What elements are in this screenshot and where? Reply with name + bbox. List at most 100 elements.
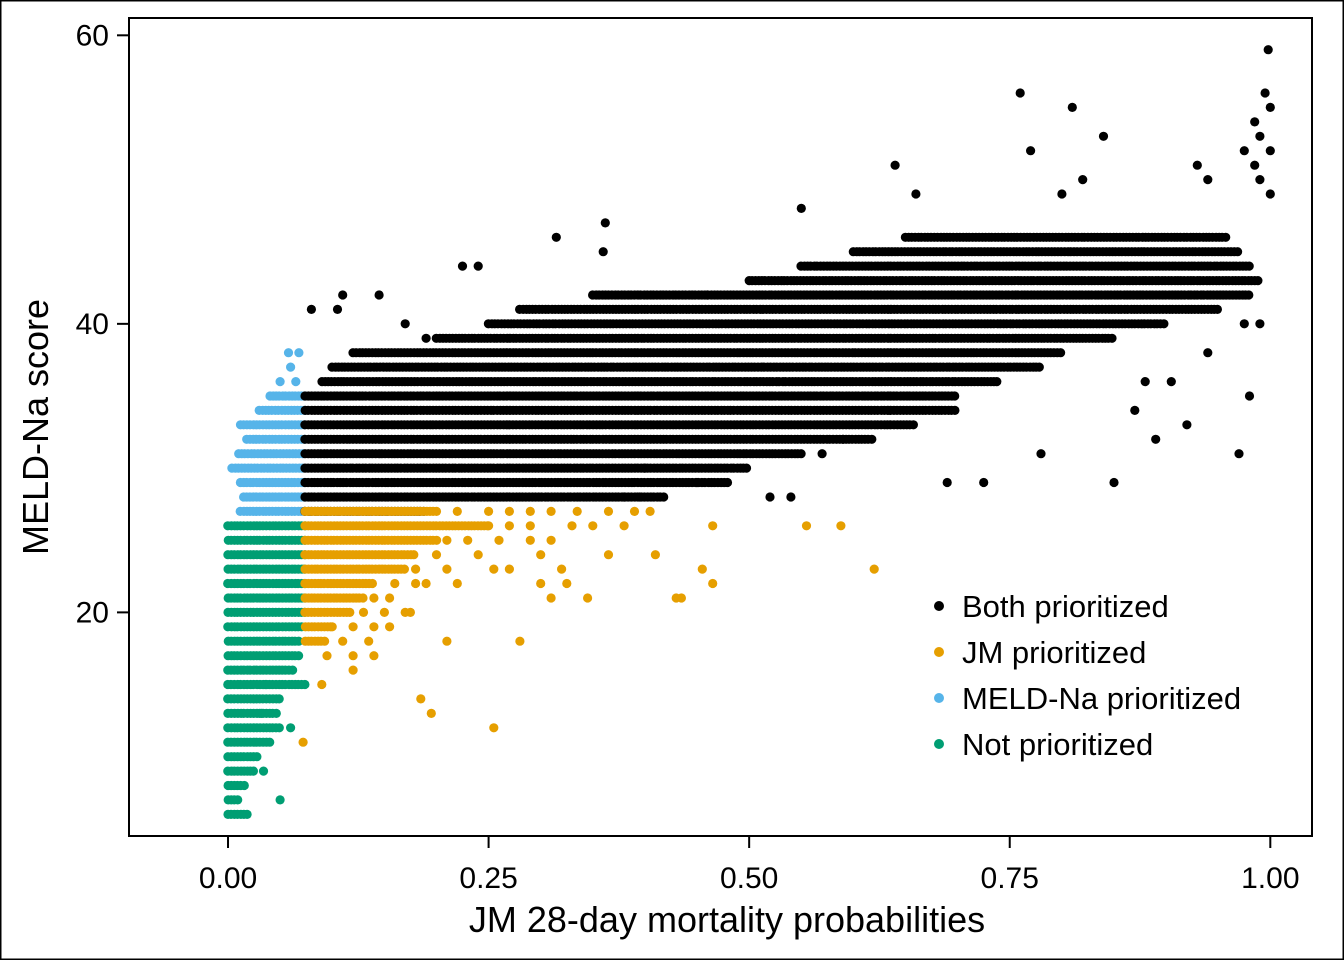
data-point: [1265, 189, 1275, 199]
legend-label: JM prioritized: [962, 635, 1146, 670]
data-point: [546, 506, 556, 516]
data-point: [489, 564, 499, 574]
data-point: [431, 550, 442, 560]
data-point: [645, 506, 655, 516]
band-point: [431, 506, 442, 516]
x-tick-label: 1.00: [1241, 862, 1299, 895]
data-point: [275, 795, 285, 805]
data-point: [600, 218, 610, 228]
legend-marker: [934, 739, 944, 749]
data-point: [567, 521, 577, 531]
data-point: [692, 477, 702, 488]
band-point: [950, 391, 960, 401]
data-point: [708, 521, 718, 531]
band-point: [992, 377, 1002, 387]
data-point: [452, 578, 462, 589]
legend-marker: [934, 601, 944, 611]
band-point: [274, 694, 284, 704]
data-point: [364, 636, 374, 646]
data-point: [332, 304, 343, 314]
data-point: [546, 593, 556, 603]
data-point: [603, 506, 614, 516]
band-point: [345, 607, 355, 618]
data-point: [1166, 377, 1176, 387]
data-point: [838, 434, 848, 444]
data-point: [260, 679, 271, 690]
data-point: [426, 708, 436, 719]
data-point: [650, 550, 661, 560]
data-point: [405, 607, 415, 618]
band-point: [1056, 348, 1066, 358]
data-point: [1239, 319, 1249, 329]
band-point: [741, 463, 752, 473]
data-point: [1130, 405, 1140, 415]
x-tick-label: 0.25: [459, 862, 517, 895]
data-point: [765, 492, 775, 502]
data-point: [504, 564, 514, 574]
data-point: [640, 463, 650, 473]
data-point: [369, 622, 379, 632]
data-point: [1239, 146, 1249, 156]
band-point: [659, 492, 669, 502]
data-point: [603, 550, 614, 560]
data-point: [390, 578, 400, 589]
data-point: [327, 622, 337, 632]
data-point: [786, 492, 796, 502]
band-point: [271, 708, 281, 719]
data-point: [525, 535, 535, 545]
data-point: [256, 708, 266, 719]
data-point: [1255, 319, 1265, 329]
data-point: [942, 477, 952, 488]
data-point: [473, 550, 483, 560]
data-point: [463, 535, 473, 545]
band-point: [1107, 333, 1117, 343]
band-point: [432, 535, 442, 545]
series-both-prioritized: [300, 45, 1275, 516]
band-point: [908, 420, 919, 430]
band-point: [265, 737, 275, 747]
data-point: [1067, 102, 1077, 112]
data-point: [421, 578, 431, 589]
band-point: [1253, 276, 1263, 286]
data-point: [416, 694, 426, 704]
data-point: [1265, 146, 1275, 156]
data-point: [1098, 131, 1109, 141]
data-point: [1250, 160, 1260, 170]
data-point: [536, 550, 546, 560]
data-points: [223, 45, 1275, 820]
band-point: [722, 477, 733, 488]
data-point: [1057, 189, 1067, 199]
data-point: [979, 477, 989, 488]
data-point: [796, 203, 806, 213]
data-point: [697, 564, 707, 574]
legend-label: Both prioritized: [962, 589, 1169, 624]
data-point: [473, 261, 483, 271]
band-point: [358, 593, 368, 603]
band-point: [1221, 232, 1231, 242]
band-point: [1159, 319, 1169, 329]
data-point: [702, 290, 713, 300]
data-point: [338, 290, 348, 300]
band-point: [1212, 304, 1222, 314]
data-point: [619, 521, 629, 531]
data-point: [890, 160, 900, 170]
data-point: [298, 737, 308, 747]
band-point: [1244, 261, 1254, 271]
band-point: [796, 449, 806, 459]
data-point: [358, 607, 369, 618]
band-point: [867, 434, 877, 444]
band-point: [399, 564, 409, 574]
data-point: [1203, 175, 1213, 185]
band-point: [294, 636, 304, 646]
data-point: [1140, 377, 1150, 387]
data-point: [504, 521, 514, 531]
data-point: [869, 564, 879, 574]
x-tick-label: 0.50: [720, 862, 778, 895]
data-point: [551, 232, 561, 242]
data-point: [708, 578, 718, 589]
legend-marker: [934, 693, 944, 703]
band-point: [242, 809, 252, 820]
data-point: [442, 564, 452, 574]
data-point: [515, 636, 525, 646]
